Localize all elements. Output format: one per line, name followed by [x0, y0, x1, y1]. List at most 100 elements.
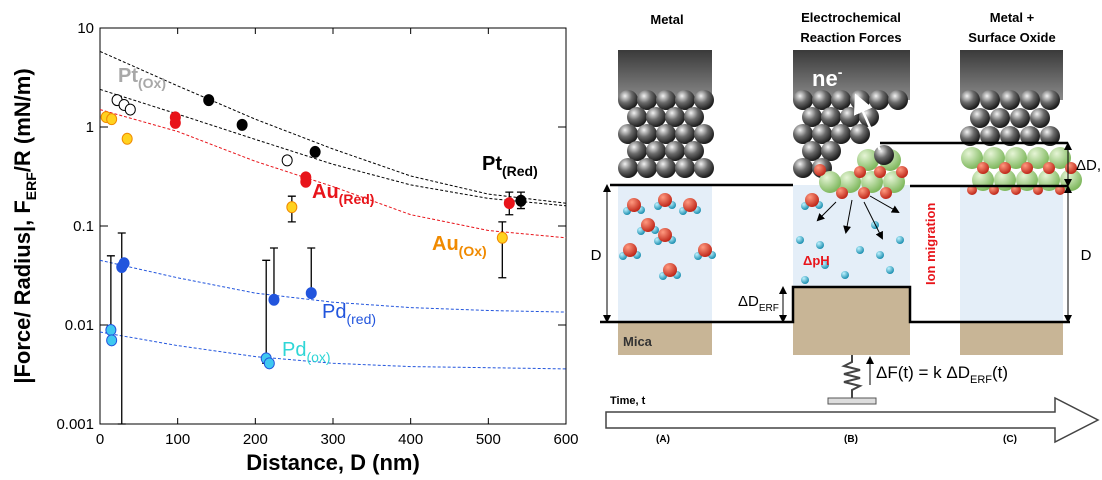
data-point — [504, 198, 514, 209]
atom — [698, 243, 712, 257]
erf-displacement-label: ΔDERF — [738, 293, 779, 314]
atom — [874, 166, 886, 178]
electrons-sup: - — [838, 64, 843, 80]
atom — [656, 124, 676, 144]
atom — [850, 124, 870, 144]
distance-label: D — [1081, 247, 1092, 264]
atom — [1030, 108, 1050, 128]
mica — [960, 322, 1063, 355]
data-point — [287, 202, 297, 213]
atom — [1021, 162, 1033, 174]
series-name: Pd — [322, 301, 346, 323]
series-subscript: (red) — [346, 311, 376, 327]
atom — [623, 243, 637, 257]
atom — [831, 90, 851, 110]
x-tick-label: 500 — [476, 431, 501, 448]
atom — [675, 124, 695, 144]
atom — [694, 124, 714, 144]
error-bar — [498, 222, 506, 278]
series-label: Au(Ox) — [432, 233, 487, 259]
atom — [836, 187, 848, 199]
atom — [675, 90, 695, 110]
atom — [805, 193, 819, 207]
atom — [793, 90, 813, 110]
y-tick-label: 0.01 — [65, 317, 94, 334]
atom — [656, 158, 676, 178]
x-axis-label: Distance, D (nm) — [246, 450, 420, 475]
series-subscript: (Ox) — [138, 75, 166, 91]
atom — [802, 107, 822, 127]
y-tick-label: 0.001 — [56, 416, 94, 433]
series-label: Pt(Red) — [482, 153, 538, 179]
data-point — [516, 195, 526, 206]
data-point — [237, 119, 247, 130]
time-label: Time, t — [610, 395, 646, 407]
atom — [1040, 90, 1060, 110]
atom — [1020, 90, 1040, 110]
atom — [641, 218, 655, 232]
series-name: Au — [312, 181, 339, 203]
data-point — [204, 95, 214, 106]
error-bar — [270, 248, 278, 300]
atom — [854, 166, 866, 178]
atom — [618, 158, 638, 178]
atom — [856, 246, 864, 254]
atom — [618, 124, 638, 144]
panel-title: Electrochemical — [801, 10, 901, 25]
force-equation: ΔF(t) = k ΔDERF(t) — [876, 363, 1008, 386]
atom — [840, 107, 860, 127]
y-axis-label-sub: ERF — [23, 172, 39, 200]
atom — [627, 141, 647, 161]
data-point — [282, 155, 292, 166]
atom — [869, 90, 889, 110]
atom — [796, 236, 804, 244]
ph-label: ΔpH — [803, 253, 830, 268]
data-point — [122, 133, 132, 144]
panel-label: (B) — [844, 434, 858, 445]
erf-text: ΔD — [738, 293, 759, 310]
atom — [980, 90, 1000, 110]
atom — [637, 124, 657, 144]
atom — [801, 276, 809, 284]
atom — [831, 124, 851, 144]
spring-base — [828, 398, 876, 404]
data-point — [301, 176, 311, 187]
panel-title: Metal — [650, 12, 683, 27]
x-tick-label: 100 — [165, 431, 190, 448]
y-axis-label-main: |Force/ Radius|, F — [10, 200, 35, 383]
atom — [802, 141, 822, 161]
force-sub: ERF — [970, 374, 992, 386]
atom — [816, 241, 824, 249]
series-label: Pd(ox) — [282, 339, 331, 365]
series-name: Pd — [282, 339, 306, 361]
atom — [977, 162, 989, 174]
panel-title: Surface Oxide — [968, 30, 1055, 45]
atom — [637, 158, 657, 178]
atom — [874, 145, 894, 165]
panel-label: (C) — [1003, 434, 1017, 445]
atom — [694, 90, 714, 110]
erf-sub: ERF — [759, 303, 779, 314]
atom — [637, 90, 657, 110]
oxide-thickness-label: ΔD, — [1076, 157, 1101, 174]
fit-curve — [100, 332, 566, 369]
data-point — [106, 325, 116, 336]
series-subscript: (Red) — [339, 191, 375, 207]
series-subscript: (Red) — [502, 163, 538, 179]
panel-title: Metal + — [990, 10, 1035, 25]
atom — [841, 271, 849, 279]
atom — [1000, 90, 1020, 110]
atom — [1043, 162, 1055, 174]
distance-label: D — [591, 247, 602, 264]
atom — [990, 108, 1010, 128]
atom — [694, 158, 714, 178]
data-point — [306, 288, 316, 299]
atom — [684, 107, 704, 127]
force-tail: (t) — [992, 363, 1008, 382]
data-point — [107, 114, 117, 125]
atom — [812, 124, 832, 144]
atom — [876, 251, 884, 259]
atom — [814, 164, 826, 176]
y-axis-label: |Force/ Radius|, FERF/R (mN/m) — [10, 68, 39, 383]
